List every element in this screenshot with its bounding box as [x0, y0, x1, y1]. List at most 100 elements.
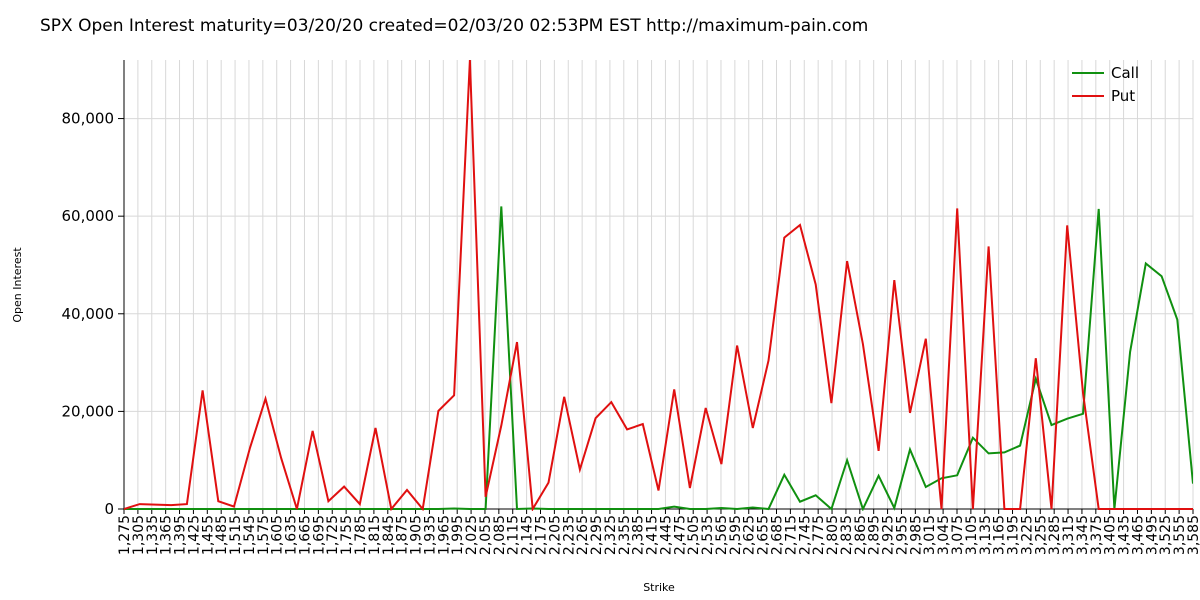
x-tick-label: 3,165: [992, 515, 1008, 555]
x-tick-label: 2,595: [728, 515, 744, 555]
data-point-put: [1019, 508, 1021, 510]
x-tick-label: 2,265: [575, 515, 591, 555]
x-tick-label: 2,025: [464, 515, 480, 555]
x-tick-label: 1,935: [422, 515, 438, 555]
x-tick-label: 2,925: [881, 515, 897, 555]
data-point-call: [1035, 378, 1037, 380]
y-axis-title: Open Interest: [11, 247, 24, 323]
data-point-call: [202, 508, 204, 510]
data-point-call: [878, 475, 880, 477]
x-tick-label: 2,745: [797, 515, 813, 555]
data-point-put: [579, 469, 581, 471]
data-point-put: [768, 360, 770, 362]
x-tick-label: 3,315: [1061, 515, 1077, 555]
x-tick-label: 2,775: [811, 515, 827, 555]
data-point-call: [406, 508, 408, 510]
data-point-put: [217, 500, 219, 502]
x-tick-label: 1,275: [117, 515, 133, 555]
data-point-put: [658, 490, 660, 492]
data-point-put: [1082, 392, 1084, 394]
data-point-call: [1082, 413, 1084, 415]
data-point-put: [626, 428, 628, 430]
data-point-call: [799, 501, 801, 503]
x-tick-label: 2,535: [700, 515, 716, 555]
x-tick-label: 2,955: [894, 515, 910, 555]
data-point-put: [972, 508, 974, 510]
data-point-call: [720, 507, 722, 509]
data-point-put: [941, 508, 943, 510]
x-tick-label: 1,755: [339, 515, 355, 555]
data-point-call: [312, 508, 314, 510]
data-point-call: [327, 508, 329, 510]
data-point-call: [139, 508, 141, 510]
data-point-put: [830, 402, 832, 404]
data-point-put: [720, 463, 722, 465]
data-point-put: [1192, 508, 1194, 510]
data-point-call: [233, 508, 235, 510]
x-tick-label: 1,875: [395, 515, 411, 555]
data-point-put: [1176, 508, 1178, 510]
data-point-call: [548, 508, 550, 510]
legend-label-put: Put: [1111, 87, 1135, 105]
data-point-put: [437, 410, 439, 412]
x-tick-label: 2,235: [561, 515, 577, 555]
data-point-put: [1003, 508, 1005, 510]
data-point-put: [862, 343, 864, 345]
data-point-put: [312, 430, 314, 432]
data-point-call: [658, 508, 660, 510]
x-tick-label: 2,505: [686, 515, 702, 555]
data-point-call: [265, 508, 267, 510]
data-point-call: [673, 506, 675, 508]
x-tick-label: 2,895: [867, 515, 883, 555]
data-point-put: [909, 412, 911, 414]
data-point-put: [893, 279, 895, 281]
x-tick-label: 1,515: [228, 515, 244, 555]
x-tick-label: 1,545: [242, 515, 258, 555]
x-tick-labels: 1,2751,3051,3351,3651,3951,4251,4551,485…: [117, 509, 1200, 555]
data-point-call: [893, 507, 895, 509]
data-point-call: [1176, 319, 1178, 321]
x-tick-label: 2,715: [783, 515, 799, 555]
data-point-call: [359, 508, 361, 510]
x-tick-label: 2,475: [672, 515, 688, 555]
data-point-put: [1161, 508, 1163, 510]
chart-title: SPX Open Interest maturity=03/20/20 crea…: [40, 16, 869, 36]
data-point-put: [642, 423, 644, 425]
data-point-call: [1161, 275, 1163, 277]
data-point-put: [673, 388, 675, 390]
x-tick-label: 2,175: [533, 515, 549, 555]
y-tick-label: 20,000: [62, 402, 115, 420]
data-point-call: [846, 459, 848, 461]
data-point-put: [485, 496, 487, 498]
data-point-put: [752, 427, 754, 429]
data-point-call: [642, 508, 644, 510]
data-point-put: [516, 341, 518, 343]
data-point-put: [878, 450, 880, 452]
data-point-put: [170, 504, 172, 506]
data-point-call: [830, 508, 832, 510]
x-tick-label: 3,405: [1103, 515, 1119, 555]
y-tick-label: 40,000: [62, 305, 115, 323]
data-point-put: [956, 207, 958, 209]
data-point-put: [280, 457, 282, 459]
data-point-call: [1066, 418, 1068, 420]
series-line-call: [124, 206, 1193, 511]
x-tick-label: 2,445: [658, 515, 674, 555]
data-point-put: [296, 508, 298, 510]
data-point-call: [972, 437, 974, 439]
data-point-call: [988, 452, 990, 454]
x-tick-label: 1,815: [367, 515, 383, 555]
x-tick-label: 1,785: [353, 515, 369, 555]
data-point-put: [202, 389, 204, 391]
data-point-put: [375, 427, 377, 429]
data-point-call: [563, 508, 565, 510]
data-point-put: [1066, 224, 1068, 226]
x-tick-label: 3,195: [1006, 515, 1022, 555]
data-point-put: [1145, 508, 1147, 510]
data-point-call: [1098, 208, 1100, 210]
data-point-call: [453, 508, 455, 510]
y-tick-label: 80,000: [62, 110, 115, 128]
data-point-put: [548, 482, 550, 484]
data-point-call: [343, 508, 345, 510]
